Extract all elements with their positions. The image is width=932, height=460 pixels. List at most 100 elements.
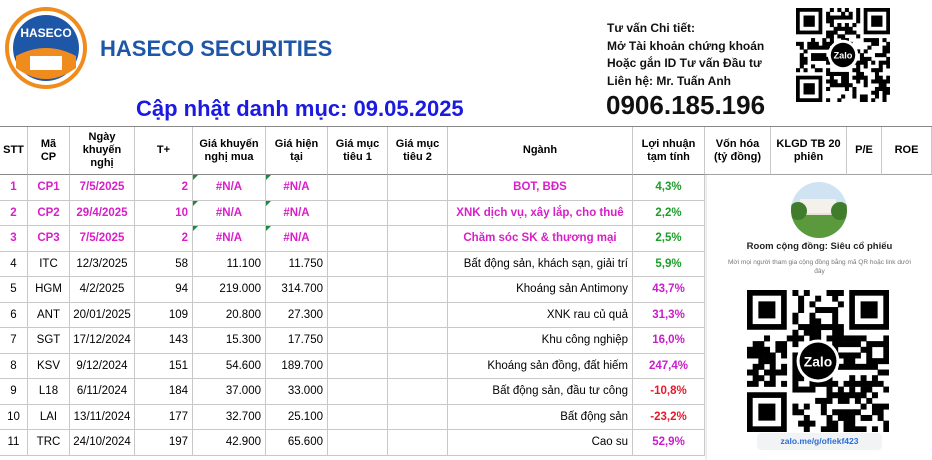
qr-module: [799, 53, 804, 58]
qr-module: [833, 71, 838, 76]
cell-text: 1: [10, 181, 17, 194]
qr-module: [814, 68, 819, 73]
qr-module: [843, 414, 850, 421]
cell-text: 27.300: [287, 308, 323, 321]
cell-text: 2,5%: [655, 232, 682, 245]
column-header: Ngành: [448, 127, 633, 175]
table-cell: ITC: [28, 251, 70, 277]
qr-module: [820, 409, 827, 416]
qr-module: [856, 75, 861, 80]
cell-text: 15.300: [225, 334, 261, 347]
qr-module: [764, 335, 771, 342]
cell-text: #N/A: [283, 206, 310, 219]
cell-text: 58: [175, 257, 188, 270]
qr-module: [820, 324, 827, 331]
qr-module: [829, 8, 834, 13]
qr-module: [844, 15, 849, 20]
cell-text: XNK dịch vụ, xây lắp, cho thuê: [456, 206, 624, 219]
qr-module: [826, 86, 831, 92]
qr-module: [781, 369, 788, 376]
table-cell: 177: [135, 404, 193, 430]
qr-module: [874, 90, 880, 95]
table-cell: 5,9%: [633, 251, 705, 277]
qr-module: [826, 19, 831, 24]
cell-text: 8: [10, 359, 17, 372]
qr-module: [826, 426, 833, 432]
qr-module: [833, 15, 838, 20]
qr-module: [883, 386, 889, 393]
cell-text: 177: [168, 410, 188, 423]
qr-module: [871, 98, 876, 102]
qr-module: [883, 369, 889, 376]
qr-finder: [803, 15, 815, 27]
cell-text: #N/A: [215, 232, 243, 245]
qr-module: [832, 420, 839, 427]
qr-module: [809, 335, 816, 342]
cell-text: 7/5/2025: [79, 232, 125, 245]
column-header: Giá khuyến nghị mua: [193, 127, 266, 175]
qr-finder: [860, 301, 878, 319]
qr-module: [856, 60, 861, 65]
qr-module: [752, 369, 759, 376]
cell-text: -10,8%: [650, 385, 687, 398]
qr-module: [792, 403, 799, 410]
table-cell: 151: [135, 353, 193, 379]
qr-module: [882, 86, 887, 92]
table-cell: [388, 251, 448, 277]
qr-module: [837, 363, 844, 370]
qr-module: [860, 363, 867, 370]
top-border: [0, 126, 932, 127]
qr-module: [798, 375, 805, 382]
qr-module: [871, 403, 878, 410]
table-cell: 43,7%: [633, 277, 705, 303]
qr-module: [859, 75, 864, 80]
qr-module: [866, 358, 873, 365]
qr-module: [826, 98, 831, 102]
table-cell: 37.000: [193, 379, 266, 405]
qr-module: [877, 403, 884, 410]
qr-module: [854, 335, 861, 342]
qr-module: [798, 409, 805, 416]
qr-module: [852, 75, 857, 80]
cell-text: #N/A: [283, 232, 310, 245]
qr-module: [863, 56, 868, 61]
table-cell: 12/3/2025: [70, 251, 135, 277]
cell-text: 4,3%: [655, 181, 682, 194]
cell-text: 6: [10, 308, 17, 321]
qr-module: [882, 45, 887, 50]
table-cell: 10: [135, 200, 193, 226]
qr-module: [849, 426, 856, 432]
cell-text: ITC: [39, 257, 58, 270]
qr-module: [882, 94, 887, 99]
qr-module: [844, 30, 849, 35]
qr-module: [859, 60, 864, 65]
table-cell: 8: [0, 353, 28, 379]
qr-module: [874, 68, 880, 73]
community-link[interactable]: zalo.me/g/ofiekf423: [757, 433, 882, 450]
table-cell: 189.700: [266, 353, 328, 379]
table-cell: 42.900: [193, 430, 266, 456]
qr-module: [860, 335, 867, 342]
qr-logo: [830, 42, 856, 68]
cell-text: 54.600: [225, 359, 261, 372]
qr-module: [882, 53, 887, 58]
qr-module: [841, 75, 846, 80]
column-header: ROE: [882, 127, 932, 175]
qr-module: [860, 392, 867, 399]
qr-module: [837, 397, 844, 404]
qr-module: [882, 60, 887, 65]
qr-module: [792, 312, 799, 319]
qr-module: [809, 324, 816, 331]
qr-module: [852, 86, 857, 92]
qr-module: [752, 352, 759, 359]
qr-module: [854, 392, 861, 399]
qr-module: [874, 38, 880, 43]
qr-module: [829, 15, 834, 20]
qr-module: [886, 56, 890, 61]
qr-module: [832, 409, 839, 416]
table-cell: 3: [0, 226, 28, 252]
qr-module: [826, 45, 831, 50]
qr-module: [863, 83, 868, 88]
qr-module: [844, 79, 849, 84]
